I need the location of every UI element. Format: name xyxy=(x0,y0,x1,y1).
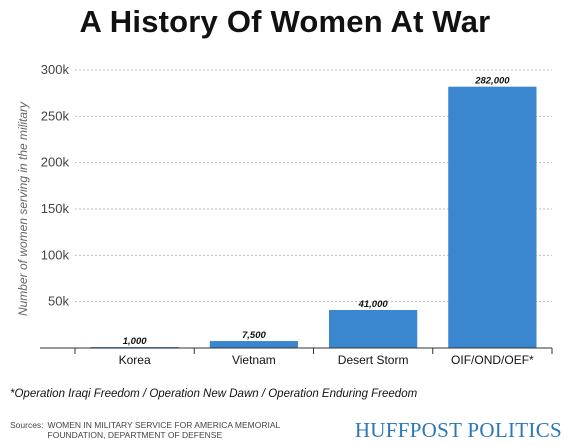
x-tick-label: OIF/OND/OEF* xyxy=(451,353,534,367)
x-tick-label: Vietnam xyxy=(232,353,276,367)
sources-line-2: FOUNDATION, DEPARTMENT OF DEFENSE xyxy=(47,430,223,440)
data-label: 1,000 xyxy=(123,336,147,347)
x-tick-label: Desert Storm xyxy=(338,353,409,367)
bar xyxy=(448,86,537,349)
sources-line-1: WOMEN IN MILITARY SERVICE FOR AMERICA ME… xyxy=(47,420,281,430)
bar xyxy=(329,310,418,348)
y-tick-label: 250k xyxy=(41,108,70,123)
bar-chart: Number of women serving in the military … xyxy=(16,62,553,367)
footnote: *Operation Iraqi Freedom / Operation New… xyxy=(10,388,418,400)
data-label: 41,000 xyxy=(358,299,389,310)
y-tick-label: 100k xyxy=(41,247,70,262)
y-tick-label: 300k xyxy=(41,62,70,77)
y-tick-label: 150k xyxy=(41,201,70,216)
sources-label: Sources: xyxy=(10,420,44,430)
x-tick-label: Korea xyxy=(119,353,151,367)
y-tick-label: 200k xyxy=(41,155,70,170)
huffpost-politics-logo: HUFFPOST POLITICS xyxy=(354,418,562,442)
sources: Sources: WOMEN IN MILITARY SERVICE FOR A… xyxy=(10,420,280,440)
y-tick-label: 50k xyxy=(48,294,69,309)
sources-text: WOMEN IN MILITARY SERVICE FOR AMERICA ME… xyxy=(48,420,281,440)
data-label: 282,000 xyxy=(474,76,510,87)
chart-title: A History Of Women At War xyxy=(79,4,491,39)
y-axis-label: Number of women serving in the military xyxy=(16,101,30,316)
data-label: 7,500 xyxy=(242,330,266,341)
bar xyxy=(209,341,298,348)
